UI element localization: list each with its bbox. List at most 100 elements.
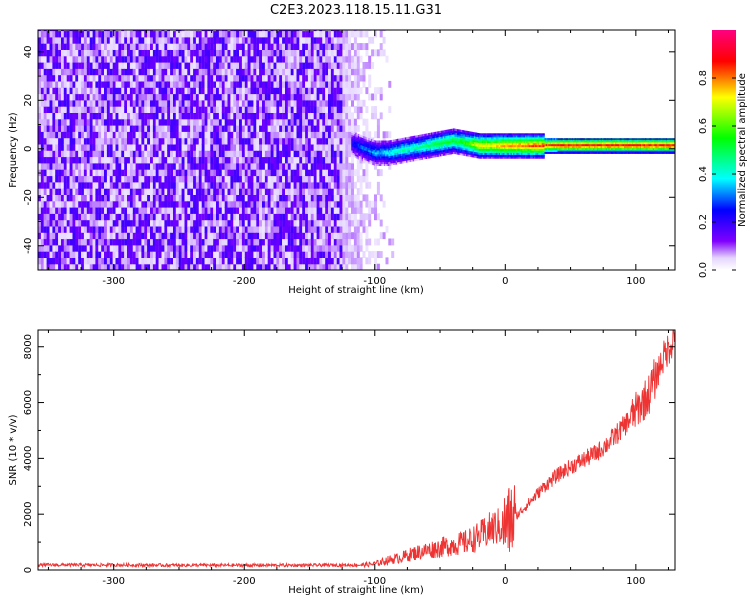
heatmap-cell bbox=[296, 43, 300, 50]
heatmap-cell bbox=[239, 93, 242, 101]
heatmap-cell bbox=[365, 169, 369, 177]
heatmap-cell bbox=[342, 150, 346, 158]
heatmap-cell bbox=[319, 68, 323, 76]
heatmap-cell bbox=[104, 30, 107, 38]
heatmap-cell bbox=[190, 238, 194, 246]
heatmap-cell bbox=[173, 251, 176, 258]
heatmap-cell bbox=[313, 118, 317, 126]
heatmap-cell bbox=[365, 150, 368, 153]
heatmap-cell bbox=[279, 99, 283, 107]
heatmap-cell bbox=[270, 55, 274, 63]
heatmap-cell bbox=[351, 144, 353, 147]
heatmap-cell bbox=[173, 207, 176, 214]
heatmap-cell bbox=[270, 49, 274, 57]
heatmap-cell bbox=[127, 106, 130, 113]
heatmap-cell bbox=[395, 156, 398, 159]
heatmap-cell bbox=[187, 118, 191, 126]
heatmap-cell bbox=[121, 99, 125, 107]
heatmap-cell bbox=[158, 49, 162, 57]
heatmap-cell bbox=[184, 225, 188, 233]
heatmap-cell bbox=[207, 55, 211, 63]
heatmap-cell bbox=[135, 49, 139, 57]
heatmap-cell bbox=[195, 36, 199, 44]
heatmap-cell bbox=[52, 131, 56, 139]
heatmap-cell bbox=[357, 135, 360, 138]
heatmap-cell bbox=[352, 154, 355, 157]
heatmap-cell bbox=[144, 55, 148, 63]
heatmap-cell bbox=[98, 74, 102, 82]
heatmap-cell bbox=[204, 181, 208, 189]
heatmap-cell bbox=[193, 112, 197, 120]
heatmap-cell bbox=[95, 143, 99, 151]
heatmap-cell bbox=[127, 156, 130, 164]
heatmap-cell bbox=[342, 74, 346, 82]
heatmap-cell bbox=[319, 36, 323, 44]
heatmap-cell bbox=[66, 175, 70, 183]
heatmap-cell bbox=[58, 156, 62, 164]
heatmap-cell bbox=[198, 244, 202, 252]
heatmap-cell bbox=[339, 263, 343, 270]
heatmap-cell bbox=[374, 251, 377, 258]
heatmap-cell bbox=[241, 55, 245, 63]
heatmap-cell bbox=[224, 219, 228, 227]
heatmap-cell bbox=[336, 263, 340, 270]
heatmap-cell bbox=[383, 150, 386, 153]
heatmap-cell bbox=[161, 125, 165, 132]
heatmap-cell bbox=[336, 74, 340, 82]
heatmap-cell bbox=[236, 143, 240, 151]
heatmap-cell bbox=[348, 30, 352, 38]
heatmap-cell bbox=[152, 175, 156, 183]
heatmap-cell bbox=[305, 213, 309, 221]
heatmap-cell bbox=[391, 159, 394, 162]
heatmap-cell bbox=[132, 263, 136, 270]
heatmap-cell bbox=[325, 55, 329, 63]
heatmap-cell bbox=[86, 30, 90, 32]
heatmap-cell bbox=[256, 106, 260, 113]
heatmap-cell bbox=[345, 43, 349, 50]
heatmap-cell bbox=[129, 263, 133, 270]
heatmap-cell bbox=[218, 74, 222, 82]
heatmap-cell bbox=[78, 244, 82, 252]
heatmap-cell bbox=[368, 143, 370, 147]
heatmap-cell bbox=[195, 99, 199, 107]
heatmap-cell bbox=[63, 257, 67, 265]
heatmap-cell bbox=[282, 207, 286, 214]
heatmap-cell bbox=[207, 43, 211, 50]
heatmap-cell bbox=[227, 263, 231, 270]
heatmap-cell bbox=[181, 74, 185, 82]
heatmap-cell bbox=[144, 162, 148, 170]
heatmap-cell bbox=[336, 251, 340, 258]
heatmap-cell bbox=[348, 251, 352, 258]
heatmap-cell bbox=[121, 251, 125, 258]
heatmap-cell bbox=[333, 106, 337, 113]
heatmap-cell bbox=[104, 263, 107, 270]
heatmap-cell bbox=[195, 93, 199, 101]
heatmap-cell bbox=[66, 74, 70, 82]
heatmap-cell bbox=[356, 150, 359, 153]
heatmap-cell bbox=[285, 131, 288, 139]
heatmap-cell bbox=[382, 148, 385, 151]
heatmap-cell bbox=[184, 49, 188, 57]
heatmap-cell bbox=[43, 131, 47, 139]
heatmap-cell bbox=[302, 74, 306, 82]
heatmap-cell bbox=[66, 99, 70, 107]
heatmap-cell bbox=[230, 181, 234, 189]
heatmap-cell bbox=[279, 251, 283, 258]
heatmap-cell bbox=[161, 207, 165, 214]
heatmap-cell bbox=[345, 55, 349, 63]
heatmap-cell bbox=[43, 263, 47, 270]
heatmap-cell bbox=[264, 30, 268, 32]
heatmap-cell bbox=[342, 194, 346, 202]
heatmap-cell bbox=[273, 99, 277, 107]
heatmap-cell bbox=[325, 175, 329, 183]
heatmap-cell bbox=[201, 143, 205, 151]
heatmap-cell bbox=[72, 188, 76, 195]
heatmap-cell bbox=[279, 137, 283, 145]
heatmap-cell bbox=[221, 118, 225, 126]
heatmap-cell bbox=[138, 137, 142, 145]
heatmap-cell bbox=[43, 238, 47, 246]
heatmap-cell bbox=[106, 257, 110, 265]
heatmap-cell bbox=[127, 207, 130, 214]
heatmap-cell bbox=[49, 194, 53, 202]
heatmap-cell bbox=[353, 49, 357, 57]
